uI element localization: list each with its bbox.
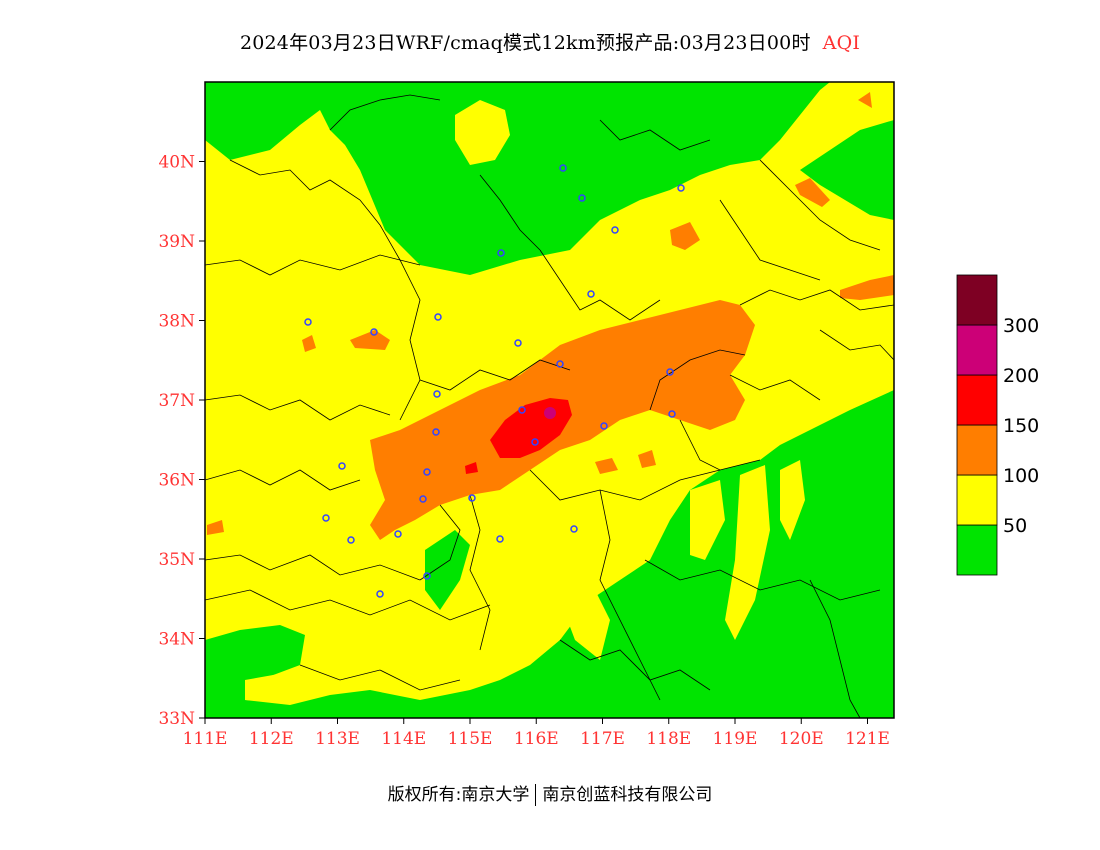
station-marker [559,164,567,172]
field-good-north-hole [455,100,510,165]
legend-swatch [956,424,998,476]
field-usg-small-4 [302,335,316,352]
field-usg-small-1 [595,458,618,474]
field-usg-ne-blob [795,178,830,207]
field-usg-small-5 [858,92,872,108]
station-marker [600,422,608,430]
station-marker [666,368,674,376]
station-marker [338,462,346,470]
station-marker [677,184,685,192]
station-marker [497,249,505,257]
title-variable: AQI [822,32,861,54]
station-marker [432,428,440,436]
map-title: 2024年03月23日WRF/cmaq模式12km预报产品:03月23日00时 A… [0,28,1100,55]
lat-tick-label: 34N [158,630,195,650]
lon-tick-label: 111E [183,729,228,749]
field-very-unhealthy-spot [544,407,556,419]
lon-tick-label: 116E [514,729,559,749]
station-marker [304,318,312,326]
lon-tick-label: 112E [249,729,294,749]
field-usg-ne-blob-2 [670,222,700,250]
field-good-west-patch [425,530,470,610]
legend-swatch [956,524,998,576]
station-marker [611,226,619,234]
station-marker [419,495,427,503]
footer-left: 版权所有:南京大学 [387,785,530,805]
field-good-northeast [800,120,894,220]
station-marker [423,468,431,476]
lat-tick-label: 39N [158,232,195,252]
legend-label: 200 [1003,365,1039,387]
station-marker [423,572,431,580]
lon-tick-label: 118E [646,729,691,749]
lat-tick-label: 38N [158,312,195,332]
station-marker [376,590,384,598]
field-good-south [205,390,894,718]
field-moderate-tongue-2 [725,465,770,640]
legend-label: 50 [1003,515,1027,537]
field-moderate-south-patch [245,672,305,702]
field-usg-small-2 [638,450,656,468]
station-markers [304,164,685,598]
lat-tick-label: 37N [158,391,195,411]
station-marker [322,514,330,522]
station-marker [514,339,522,347]
field-moderate-south-tongue [690,480,725,560]
field-good-north [205,82,830,275]
aqi-legend: 50 100 150 200 300 [956,274,1039,576]
copyright-footer: 版权所有:南京大学 南京创蓝科技有限公司 [0,780,1100,806]
title-main: 2024年03月23日WRF/cmaq模式12km预报产品:03月23日00时 [239,32,811,54]
field-unhealthy-small [465,462,478,474]
station-marker [570,525,578,533]
lat-tick-label: 33N [158,709,195,729]
station-marker [434,313,442,321]
latitude-axis: 40N 39N 38N 37N 36N 35N 34N 33N [158,153,205,729]
station-marker [394,530,402,538]
field-moderate-tongue-4 [555,540,610,660]
station-marker [347,536,355,544]
station-marker [370,328,378,336]
station-marker [433,390,441,398]
boundary-lines [205,94,894,718]
lon-tick-label: 119E [713,729,758,749]
lon-tick-label: 113E [315,729,360,749]
station-marker [587,290,595,298]
lon-tick-label: 114E [381,729,426,749]
field-usg-small-3 [207,520,224,535]
field-usg-west-blob [350,330,390,350]
lat-tick-label: 36N [158,471,195,491]
lon-tick-label: 115E [448,729,493,749]
footer-separator [535,784,537,806]
station-marker [531,438,539,446]
lon-tick-label: 121E [845,729,890,749]
longitude-axis: 111E 112E 113E 114E 115E 116E 117E 118E 119E 120E… [183,718,890,749]
legend-swatch [956,374,998,426]
lon-tick-label: 120E [779,729,824,749]
footer-right: 南京创蓝科技有限公司 [542,785,713,805]
station-marker [468,494,476,502]
station-marker [556,360,564,368]
station-marker [496,535,504,543]
legend-swatch [956,324,998,376]
lon-tick-label: 117E [580,729,625,749]
lat-tick-label: 35N [158,550,195,570]
field-moderate-tongue-3 [780,460,805,540]
legend-swatch [956,274,998,326]
legend-label: 100 [1003,465,1039,487]
legend-label: 300 [1003,315,1039,337]
lat-tick-label: 40N [158,153,195,173]
legend-swatch [956,474,998,526]
aqi-field [205,82,894,718]
station-marker [578,194,586,202]
station-marker [668,410,676,418]
legend-label: 150 [1003,415,1039,437]
station-marker [518,406,526,414]
field-usg-east-band [840,275,894,300]
